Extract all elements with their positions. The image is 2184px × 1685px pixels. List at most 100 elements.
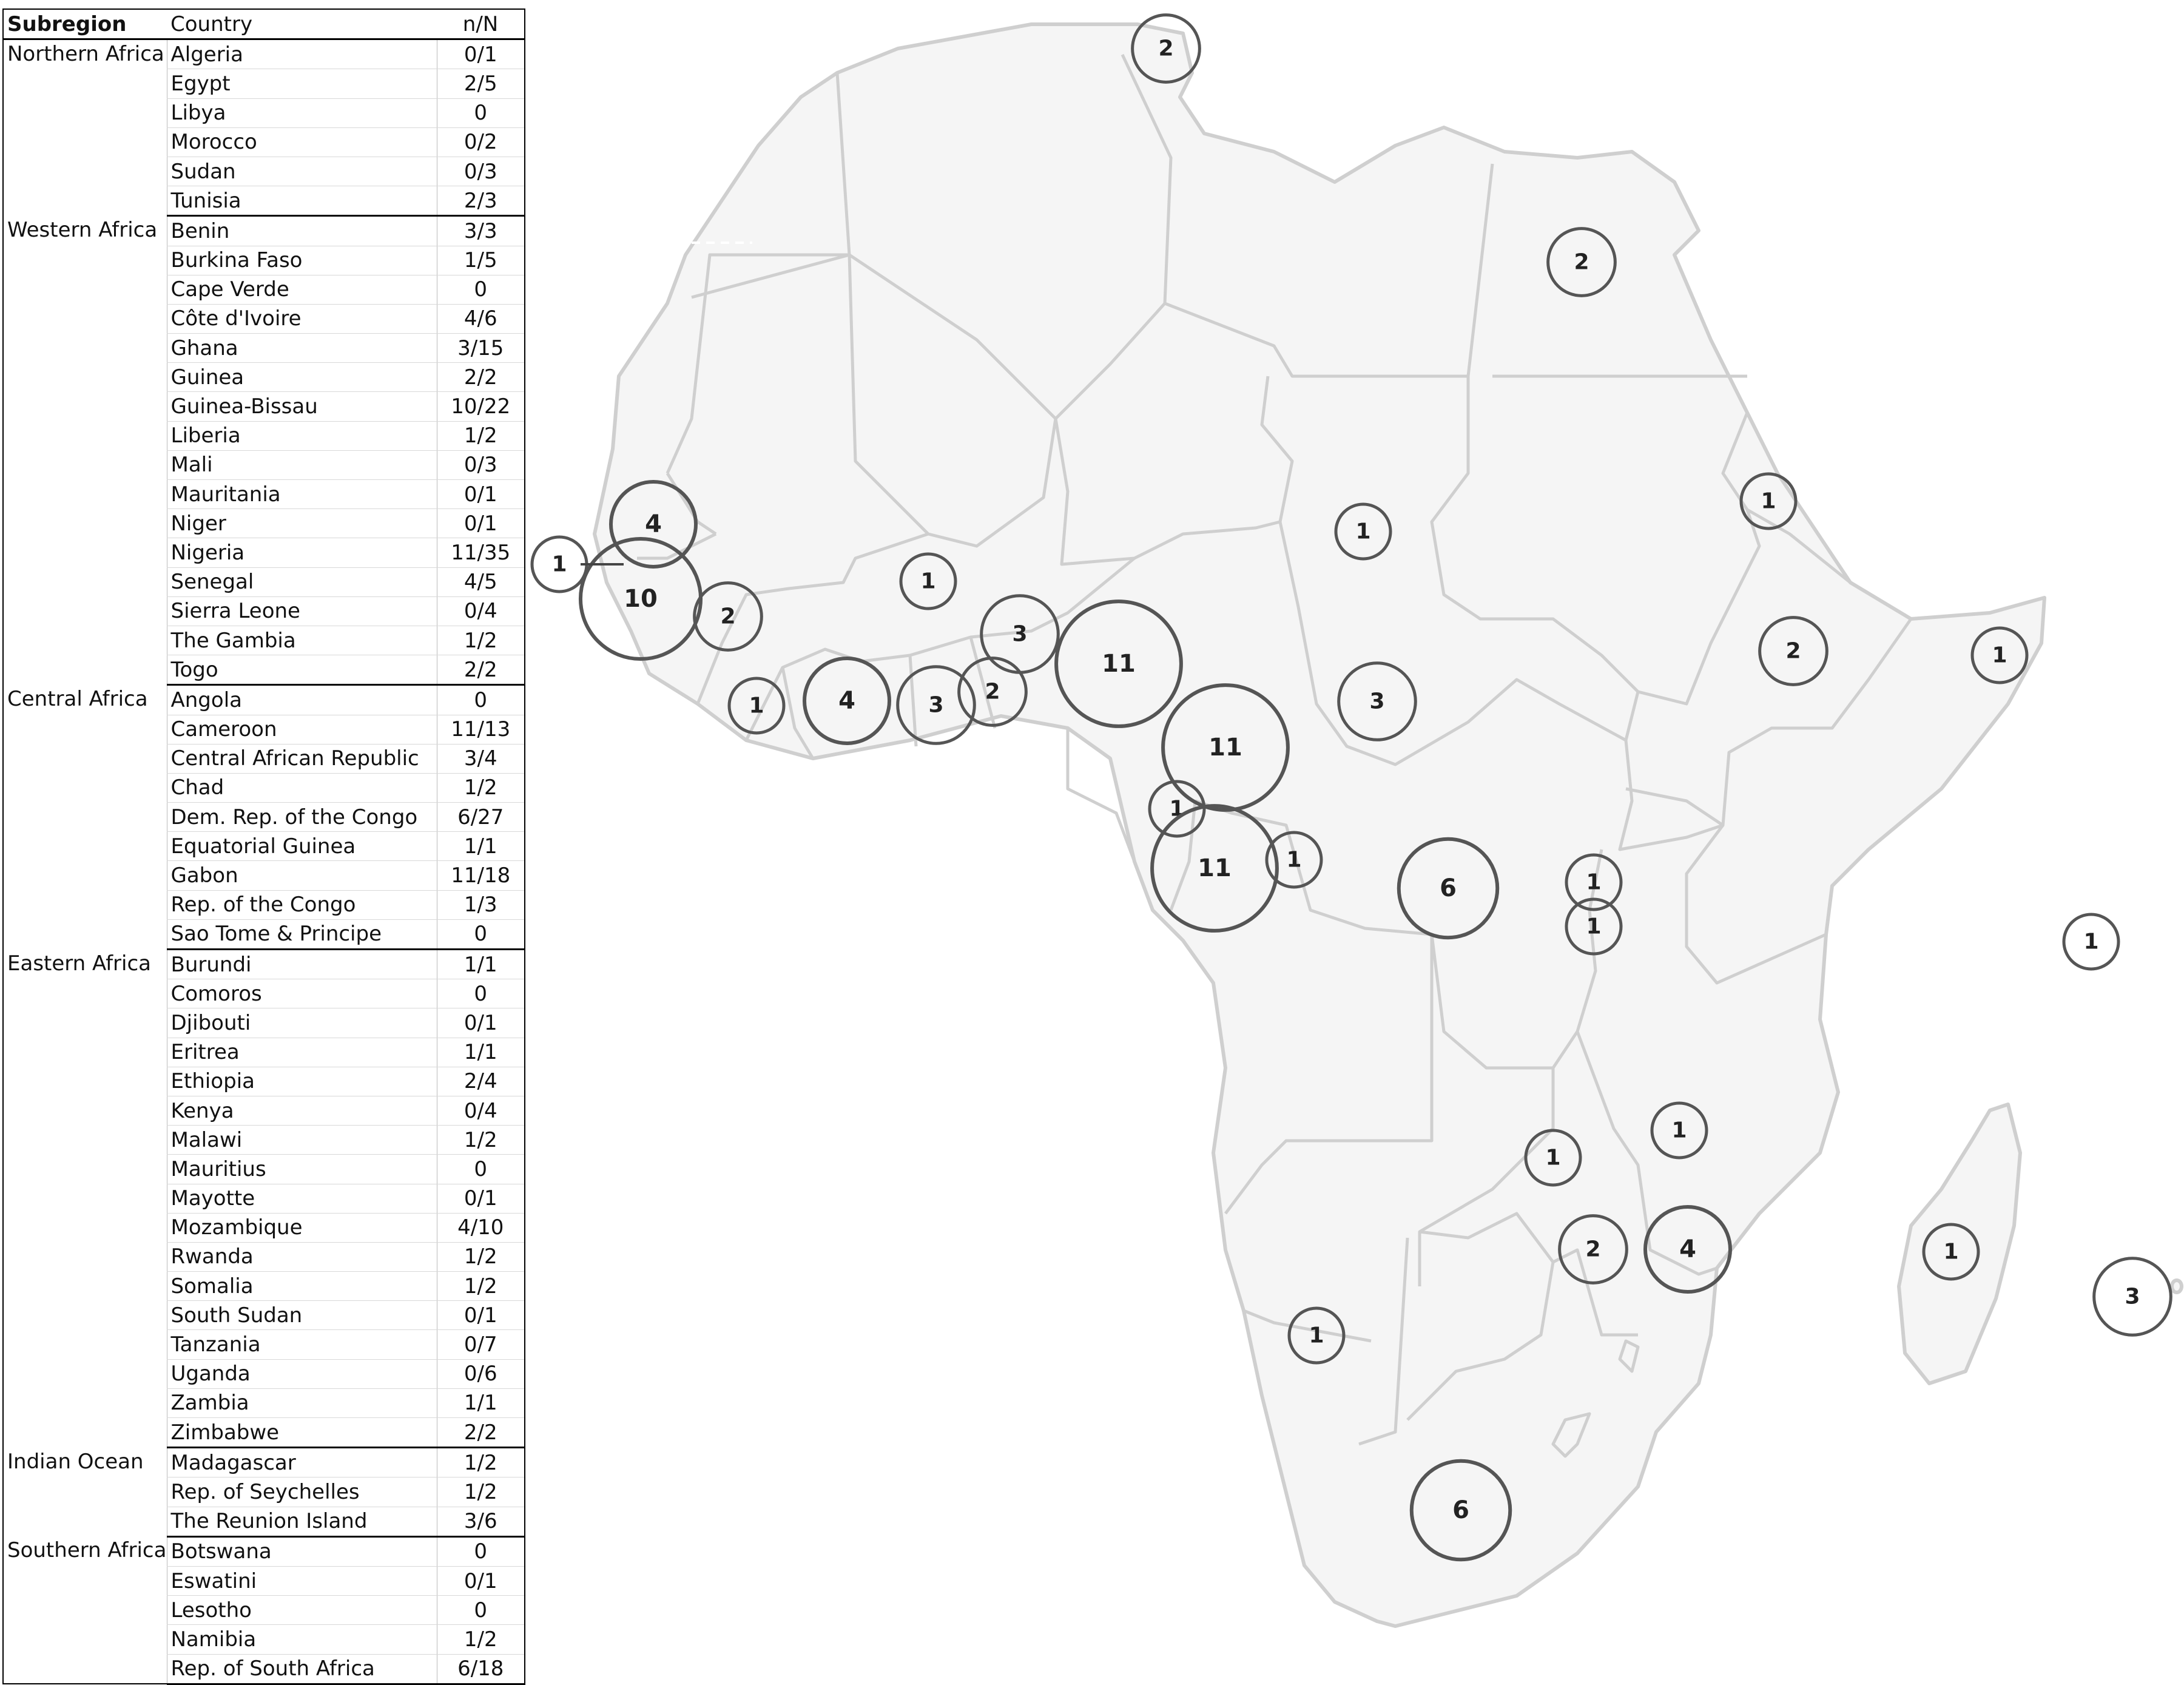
table-row: Eastern Africa Burundi 1/1 [3,949,525,980]
bubble-circle [1337,661,1417,741]
bubble-eritrea: 1 [1739,472,1798,530]
table-row: Chad 1/2 [3,773,525,803]
nn-cell: 1/1 [436,831,525,862]
bubble-label: 10 [624,585,658,613]
nn-cell: 3/15 [436,333,525,363]
nn-cell: 0/1 [436,39,525,70]
bubble-circle [1409,1459,1512,1562]
bubble-circle [1558,1214,1628,1285]
nn-cell: 0/1 [436,1184,525,1214]
nn-cell: 2/4 [436,1067,525,1096]
bubble-circle [1524,1129,1582,1187]
nn-cell: 0/3 [436,157,525,187]
nn-cell: 3/6 [436,1507,525,1538]
table-row: Dem. Rep. of the Congo 6/27 [3,802,525,832]
country-cell: Burundi [166,949,437,980]
nn-cell: 0 [436,979,525,1009]
country-cell: Egypt [166,69,437,99]
table-row: Ethiopia 2/4 [3,1067,525,1096]
bubble-zimbabwe: 2 [1558,1214,1628,1285]
country-cell: The Gambia [166,626,437,656]
bubble-circle [1265,831,1323,889]
bubble-circle [1650,1101,1708,1160]
nn-cell: 11/35 [436,538,525,568]
table-row: Cameroon 11/13 [3,715,525,745]
nn-cell: 1/3 [436,890,525,920]
country-cell: Cameroon [166,715,437,745]
header-subregion: Subregion [3,9,167,41]
bubble-circle [1643,1205,1732,1294]
bubble-zambia: 1 [1524,1129,1582,1187]
table-row: Northern Africa Algeria 0/1 [3,39,525,70]
country-cell: Mauritius [166,1154,437,1184]
bubble-circle [1970,626,2029,684]
country-cell: Ghana [166,333,437,363]
nn-cell: 0/1 [436,1566,525,1596]
country-cell: Guinea-Bissau [166,391,437,422]
bubble-burundi: 1 [1565,897,1623,956]
bubble-tunisia: 2 [1131,13,1201,84]
bubble-circle [1334,502,1392,561]
bubble-guinea: 2 [693,581,763,652]
bubble-the-gambia: 1 [530,535,588,593]
table-row: Burkina Faso 1/5 [3,246,525,275]
bubble-circle [957,657,1028,727]
country-cell: Niger [166,508,437,539]
bubble-circle [1054,599,1183,728]
bubble-somalia: 1 [1970,626,2029,684]
table-row: Ghana 3/15 [3,333,525,363]
bubble-label: 4 [645,510,662,538]
country-cell: Ethiopia [166,1067,437,1096]
bubble-dem-rep-of-the-congo: 6 [1397,837,1500,940]
bubble-ghana: 3 [896,665,976,745]
country-cell: Sierra Leone [166,596,437,626]
table-row: Lesotho 0 [3,1595,525,1626]
nn-cell: 3/3 [436,215,525,246]
subregion-cell: Western Africa [7,217,158,242]
table-row: Senegal 4/5 [3,567,525,597]
country-cell: Botswana [166,1536,437,1567]
bubble-nigeria: 11 [1054,599,1183,728]
bubble-label: 3 [928,693,943,718]
bubble-circle [1922,1223,1980,1281]
nn-cell: 1/2 [436,1447,525,1478]
nn-cell: 0/3 [436,450,525,481]
table-row: Mayotte 0/1 [3,1184,525,1214]
country-cell: Rep. of Seychelles [166,1477,437,1507]
bubble-label: 1 [1545,1146,1560,1170]
table-row: Guinea-Bissau 10/22 [3,391,525,422]
bubble-egypt: 2 [1546,227,1617,297]
bubble-rep-of-seychelles: 1 [2062,913,2120,971]
nn-cell: 6/18 [436,1654,525,1685]
nn-cell: 1/2 [436,1477,525,1507]
country-cell: Guinea [166,362,437,393]
nn-cell: 2/5 [436,69,525,99]
table-row: Western Africa Benin 3/3 [3,215,525,246]
bubble-label: 1 [1586,870,1601,895]
country-cell: Central African Republic [166,744,437,774]
table-row: Kenya 0/4 [3,1096,525,1126]
subregion-cell: Eastern Africa [7,951,151,976]
table-row: Uganda 0/6 [3,1359,525,1389]
bubble-mozambique: 4 [1643,1205,1732,1294]
table-row: Gabon 11/18 [3,860,525,891]
nn-cell: 0 [436,1154,525,1184]
bubble-rep-of-south-africa: 6 [1409,1459,1512,1562]
bubble-label: 1 [1992,643,2007,668]
bubble-circle [1148,780,1206,838]
country-table: Subregion Country n/N Northern Africa Alg… [2,8,525,1685]
bubble-senegal: 4 [609,480,698,569]
country-cell: Tanzania [166,1329,437,1360]
bubble-central-african-republic: 3 [1337,661,1417,741]
bubble-label: 4 [1679,1235,1696,1263]
bubble-label: 1 [1286,848,1301,873]
country-cell: Liberia [166,421,437,451]
bubble-label: 6 [1452,1496,1469,1524]
table-row: Indian Ocean Madagascar 1/2 [3,1447,525,1478]
nn-cell: 1/2 [436,626,525,656]
country-cell: Dem. Rep. of the Congo [166,802,437,832]
table-row: Rep. of Seychelles 1/2 [3,1477,525,1507]
country-cell: Côte d'Ivoire [166,304,437,334]
country-cell: Madagascar [166,1447,437,1478]
